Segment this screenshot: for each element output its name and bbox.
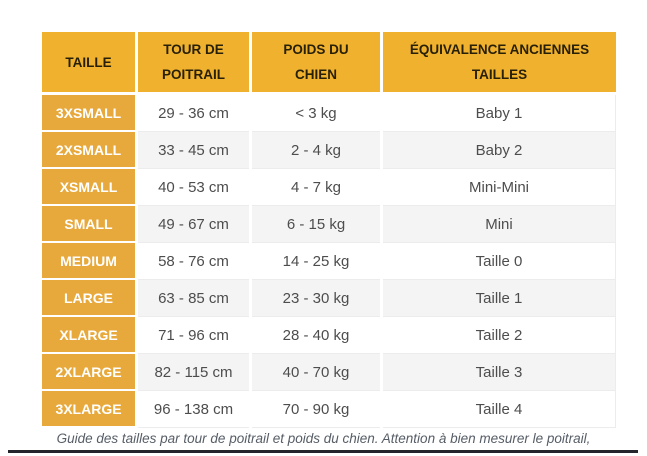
chest-cell: 58 - 76 cm — [138, 243, 249, 280]
table-row: 3XLARGE 96 - 138 cm 70 - 90 kg Taille 4 — [42, 391, 616, 428]
size-cell: XLARGE — [42, 317, 135, 354]
chest-cell: 40 - 53 cm — [138, 169, 249, 206]
chest-cell: 33 - 45 cm — [138, 132, 249, 169]
table-header-row: TAILLE TOUR DE POITRAIL POIDS DU CHIEN É… — [42, 32, 616, 92]
weight-cell: 2 - 4 kg — [252, 132, 380, 169]
equivalence-cell: Baby 2 — [383, 132, 616, 169]
size-cell: MEDIUM — [42, 243, 135, 280]
column-header-equivalence: ÉQUIVALENCE ANCIENNES TAILLES — [383, 32, 616, 92]
weight-cell: 70 - 90 kg — [252, 391, 380, 428]
size-cell: 2XLARGE — [42, 354, 135, 391]
weight-cell: 4 - 7 kg — [252, 169, 380, 206]
weight-cell: 23 - 30 kg — [252, 280, 380, 317]
chest-cell: 96 - 138 cm — [138, 391, 249, 428]
size-cell: 2XSMALL — [42, 132, 135, 169]
equivalence-cell: Taille 0 — [383, 243, 616, 280]
size-cell: XSMALL — [42, 169, 135, 206]
size-cell: SMALL — [42, 206, 135, 243]
table-row: MEDIUM 58 - 76 cm 14 - 25 kg Taille 0 — [42, 243, 616, 280]
equivalence-cell: Mini — [383, 206, 616, 243]
column-header-weight: POIDS DU CHIEN — [252, 32, 380, 92]
size-cell: LARGE — [42, 280, 135, 317]
table-row: 2XLARGE 82 - 115 cm 40 - 70 kg Taille 3 — [42, 354, 616, 391]
table-caption: Guide des tailles par tour de poitrail e… — [56, 431, 591, 446]
chest-cell: 82 - 115 cm — [138, 354, 249, 391]
equivalence-cell: Taille 4 — [383, 391, 616, 428]
chest-cell: 63 - 85 cm — [138, 280, 249, 317]
column-header-chest: TOUR DE POITRAIL — [138, 32, 249, 92]
size-cell: 3XSMALL — [42, 95, 135, 132]
table-row: LARGE 63 - 85 cm 23 - 30 kg Taille 1 — [42, 280, 616, 317]
table-row: XSMALL 40 - 53 cm 4 - 7 kg Mini-Mini — [42, 169, 616, 206]
equivalence-cell: Mini-Mini — [383, 169, 616, 206]
equivalence-cell: Taille 2 — [383, 317, 616, 354]
equivalence-cell: Taille 3 — [383, 354, 616, 391]
table-row: XLARGE 71 - 96 cm 28 - 40 kg Taille 2 — [42, 317, 616, 354]
size-cell: 3XLARGE — [42, 391, 135, 428]
table-row: SMALL 49 - 67 cm 6 - 15 kg Mini — [42, 206, 616, 243]
table-row: 3XSMALL 29 - 36 cm < 3 kg Baby 1 — [42, 95, 616, 132]
chest-cell: 29 - 36 cm — [138, 95, 249, 132]
section-divider — [8, 450, 638, 453]
chest-cell: 49 - 67 cm — [138, 206, 249, 243]
weight-cell: 28 - 40 kg — [252, 317, 380, 354]
weight-cell: 6 - 15 kg — [252, 206, 380, 243]
weight-cell: < 3 kg — [252, 95, 380, 132]
table-row: 2XSMALL 33 - 45 cm 2 - 4 kg Baby 2 — [42, 132, 616, 169]
size-guide-table: TAILLE TOUR DE POITRAIL POIDS DU CHIEN É… — [42, 32, 616, 428]
weight-cell: 14 - 25 kg — [252, 243, 380, 280]
chest-cell: 71 - 96 cm — [138, 317, 249, 354]
column-header-size: TAILLE — [42, 32, 135, 92]
equivalence-cell: Baby 1 — [383, 95, 616, 132]
equivalence-cell: Taille 1 — [383, 280, 616, 317]
weight-cell: 40 - 70 kg — [252, 354, 380, 391]
